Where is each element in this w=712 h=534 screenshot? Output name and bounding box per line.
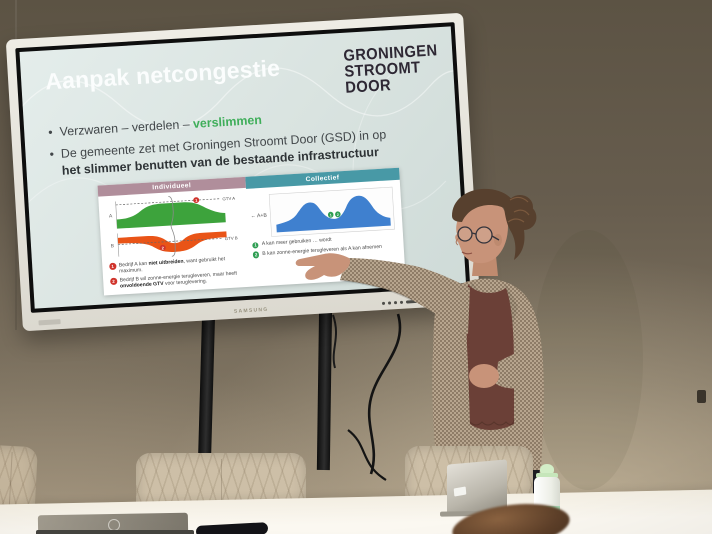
- dark-notebook: [36, 530, 194, 534]
- tv-brand-label: SAMSUNG: [233, 306, 269, 315]
- row-b-label: B: [111, 243, 115, 249]
- highlight-verslimmen: verslimmen: [192, 112, 263, 131]
- screen-frame: Aanpak netcongestie GRONINGEN STROOMT DO…: [15, 22, 471, 313]
- combine-bracket: [167, 196, 176, 257]
- figure-card: Individueel GTV A A 1: [97, 167, 406, 296]
- individual-notes: 1 Bedrijf A kan niet uitbreiden, want ge…: [109, 255, 247, 291]
- presenter-blazer: [432, 278, 544, 470]
- panel-collective-body: ← A+B 1 2: [246, 180, 406, 287]
- wall-shadow: [533, 230, 643, 490]
- bullet-icon: •: [47, 125, 54, 140]
- presentation-screen: Aanpak netcongestie GRONINGEN STROOMT DO…: [5, 12, 481, 332]
- panel-individual-body: GTV A A 1 GTV B B: [98, 187, 252, 295]
- wall-socket: [697, 390, 706, 403]
- chart-company-b: GTV B B 2: [111, 230, 238, 257]
- bullet-icon: •: [49, 147, 55, 162]
- tv-stand-leg: [197, 307, 216, 471]
- bottle-rim: [536, 473, 558, 478]
- gsd-logo: GRONINGEN STROOMT DOOR: [343, 42, 440, 96]
- note-badge: 2: [252, 251, 260, 259]
- marker-2: 2: [337, 213, 339, 217]
- presenter-top: [466, 284, 514, 430]
- panel-individual: Individueel GTV A A 1: [97, 176, 252, 296]
- axis-ab-label: ← A+B: [250, 212, 268, 220]
- tv-control-buttons: [381, 299, 419, 305]
- presenter-ear: [494, 234, 502, 246]
- presenter-hair-bun: [507, 195, 533, 219]
- combined-chart-row: ← A+B 1 2: [249, 185, 396, 240]
- laptop-sticker: [453, 486, 467, 497]
- presenter-left-sleeve: [496, 344, 542, 389]
- gtv-b-label: GTV B: [225, 235, 238, 241]
- chart-company-a: GTV A A 1: [109, 195, 235, 229]
- chart-combined: 1 2: [269, 186, 396, 237]
- tv-ports: [442, 296, 464, 302]
- arrow-left-icon: ←: [250, 213, 256, 220]
- marker-1: 1: [195, 197, 198, 202]
- gtv-a-label: GTV A: [222, 195, 235, 201]
- note-badge: 2: [110, 277, 117, 285]
- note-badge: 1: [109, 262, 117, 270]
- tv-stand-leg: [316, 301, 333, 471]
- marker-2: 2: [161, 245, 164, 250]
- marker-1: 1: [330, 213, 332, 217]
- panel-collective: Collectief ← A+B 1 2: [245, 167, 406, 287]
- presenter-left-hand: [469, 364, 499, 388]
- bottle-cap: [540, 464, 554, 475]
- tv-sticker: [38, 319, 61, 326]
- row-a-label: A: [109, 213, 113, 219]
- slide: Aanpak netcongestie GRONINGEN STROOMT DO…: [19, 26, 466, 309]
- note-badge: 1: [252, 241, 260, 249]
